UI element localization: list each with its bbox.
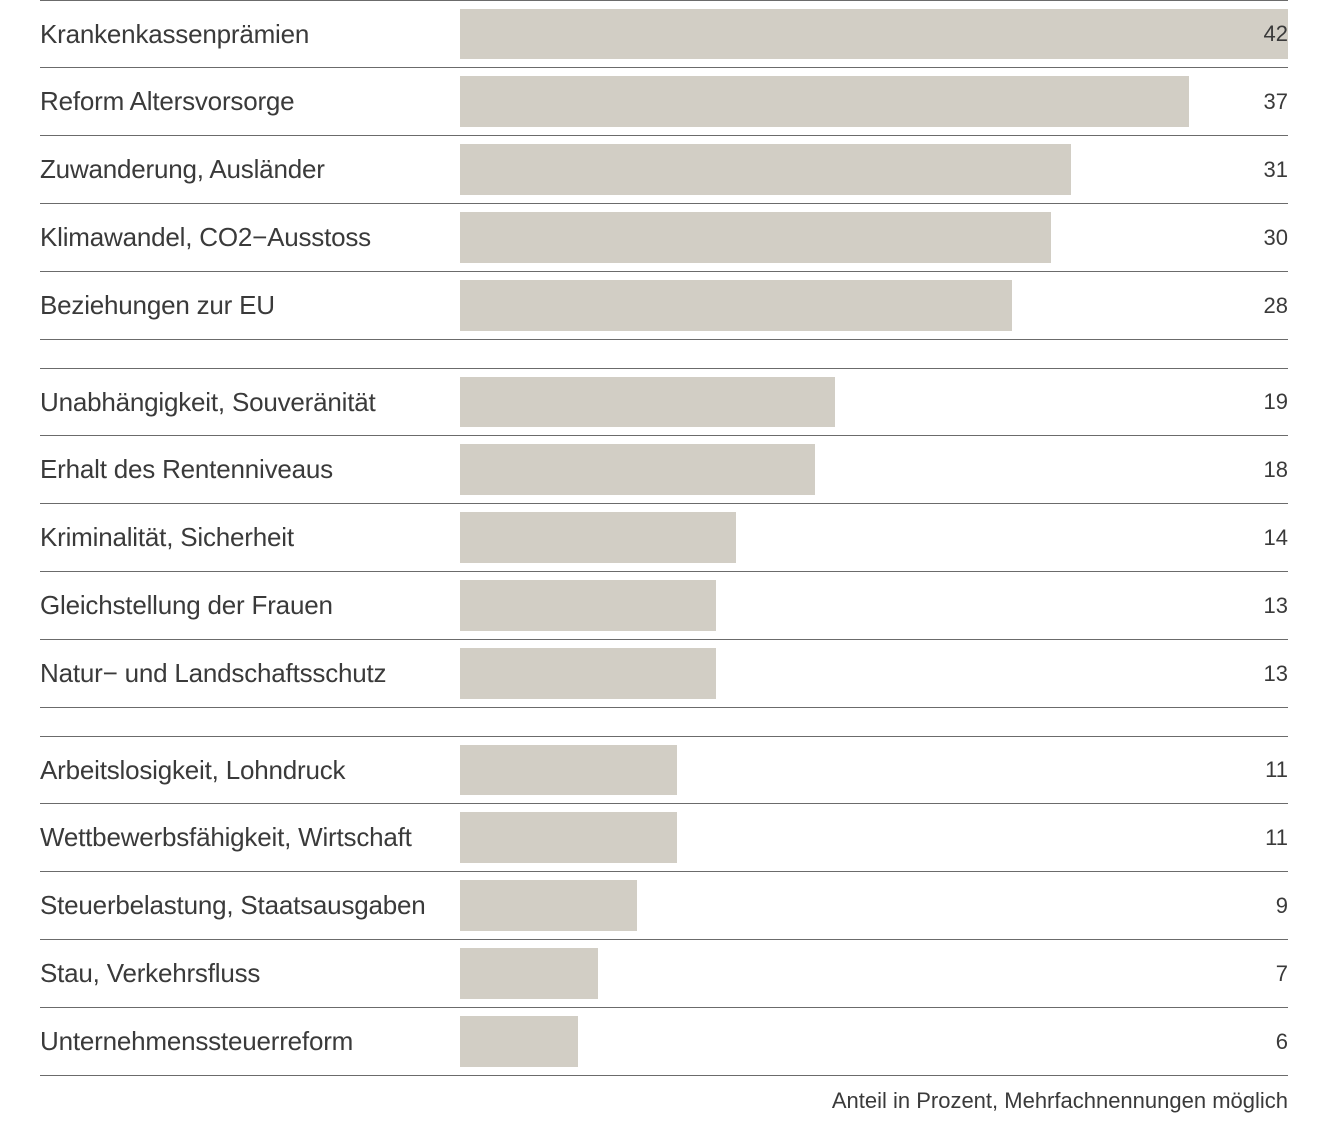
bar-fill [460,280,1012,331]
bar-track: 9 [460,872,1288,939]
bar-track: 30 [460,204,1288,271]
bar-label: Unternehmenssteuerreform [40,1008,460,1075]
bar-label: Unabhängigkeit, Souveränität [40,369,460,435]
bar-track: 6 [460,1008,1288,1075]
bar-group: Unabhängigkeit, Souveränität19Erhalt des… [40,368,1288,708]
bar-row: Kriminalität, Sicherheit 14 [40,504,1288,572]
bar-track: 42 [460,1,1288,67]
bar-value: 6 [1266,1008,1288,1075]
bar-fill [460,212,1051,263]
bar-label: Krankenkassenprämien [40,1,460,67]
bar-group: Krankenkassenprämien42Reform Altersvorso… [40,0,1288,340]
bar-track: 11 [460,804,1288,871]
bar-group: Arbeitslosigkeit, Lohndruck11Wettbewerbs… [40,736,1288,1076]
bar-value: 37 [1254,68,1288,135]
bar-row: Reform Altersvorsorge 37 [40,68,1288,136]
bar-label: Klimawandel, CO2−Ausstoss [40,204,460,271]
bar-fill [460,444,815,495]
bar-label: Steuerbelastung, Staatsausgaben [40,872,460,939]
bar-value: 11 [1255,737,1288,803]
bar-track: 18 [460,436,1288,503]
bar-label: Arbeitslosigkeit, Lohndruck [40,737,460,803]
bar-row: Erhalt des Rentenniveaus 18 [40,436,1288,504]
bar-track: 11 [460,737,1288,803]
bar-row: Unabhängigkeit, Souveränität 19 [40,368,1288,436]
bar-row: Beziehungen zur EU 28 [40,272,1288,340]
horizontal-bar-chart: Krankenkassenprämien42Reform Altersvorso… [0,0,1328,1076]
bar-label: Zuwanderung, Ausländer [40,136,460,203]
bar-value: 14 [1254,504,1288,571]
bar-value: 28 [1254,272,1288,339]
bar-value: 13 [1254,572,1288,639]
bar-fill [460,512,736,563]
bar-track: 19 [460,369,1288,435]
bar-fill [460,812,677,863]
bar-track: 13 [460,640,1288,707]
bar-row: Krankenkassenprämien 42 [40,0,1288,68]
bar-track: 28 [460,272,1288,339]
bar-label: Stau, Verkehrsfluss [40,940,460,1007]
bar-label: Reform Altersvorsorge [40,68,460,135]
bar-value: 42 [1254,1,1288,67]
bar-value: 19 [1254,369,1288,435]
bar-row: Steuerbelastung, Staatsausgaben 9 [40,872,1288,940]
bar-value: 13 [1254,640,1288,707]
bar-row: Unternehmenssteuerreform 6 [40,1008,1288,1076]
bar-row: Natur− und Landschaftsschutz 13 [40,640,1288,708]
bar-fill [460,144,1071,195]
bar-label: Wettbewerbsfähigkeit, Wirtschaft [40,804,460,871]
bar-value: 7 [1266,940,1288,1007]
bar-label: Natur− und Landschaftsschutz [40,640,460,707]
bar-fill [460,1016,578,1067]
bar-track: 31 [460,136,1288,203]
bar-row: Klimawandel, CO2−Ausstoss 30 [40,204,1288,272]
bar-fill [460,745,677,795]
bar-fill [460,880,637,931]
bar-label: Erhalt des Rentenniveaus [40,436,460,503]
bar-fill [460,648,716,699]
bar-fill [460,377,835,427]
bar-label: Gleichstellung der Frauen [40,572,460,639]
bar-row: Wettbewerbsfähigkeit, Wirtschaft 11 [40,804,1288,872]
bar-fill [460,9,1288,59]
bar-track: 13 [460,572,1288,639]
bar-label: Beziehungen zur EU [40,272,460,339]
bar-track: 14 [460,504,1288,571]
bar-value: 18 [1254,436,1288,503]
bar-label: Kriminalität, Sicherheit [40,504,460,571]
bar-fill [460,948,598,999]
bar-value: 31 [1254,136,1288,203]
bar-value: 11 [1255,804,1288,871]
bar-fill [460,76,1189,127]
bar-row: Gleichstellung der Frauen 13 [40,572,1288,640]
bar-row: Stau, Verkehrsfluss 7 [40,940,1288,1008]
bar-row: Zuwanderung, Ausländer 31 [40,136,1288,204]
chart-footnote: Anteil in Prozent, Mehrfachnennungen mög… [0,1082,1328,1134]
bar-fill [460,580,716,631]
bar-track: 7 [460,940,1288,1007]
bar-row: Arbeitslosigkeit, Lohndruck 11 [40,736,1288,804]
bar-track: 37 [460,68,1288,135]
bar-value: 30 [1254,204,1288,271]
bar-value: 9 [1266,872,1288,939]
